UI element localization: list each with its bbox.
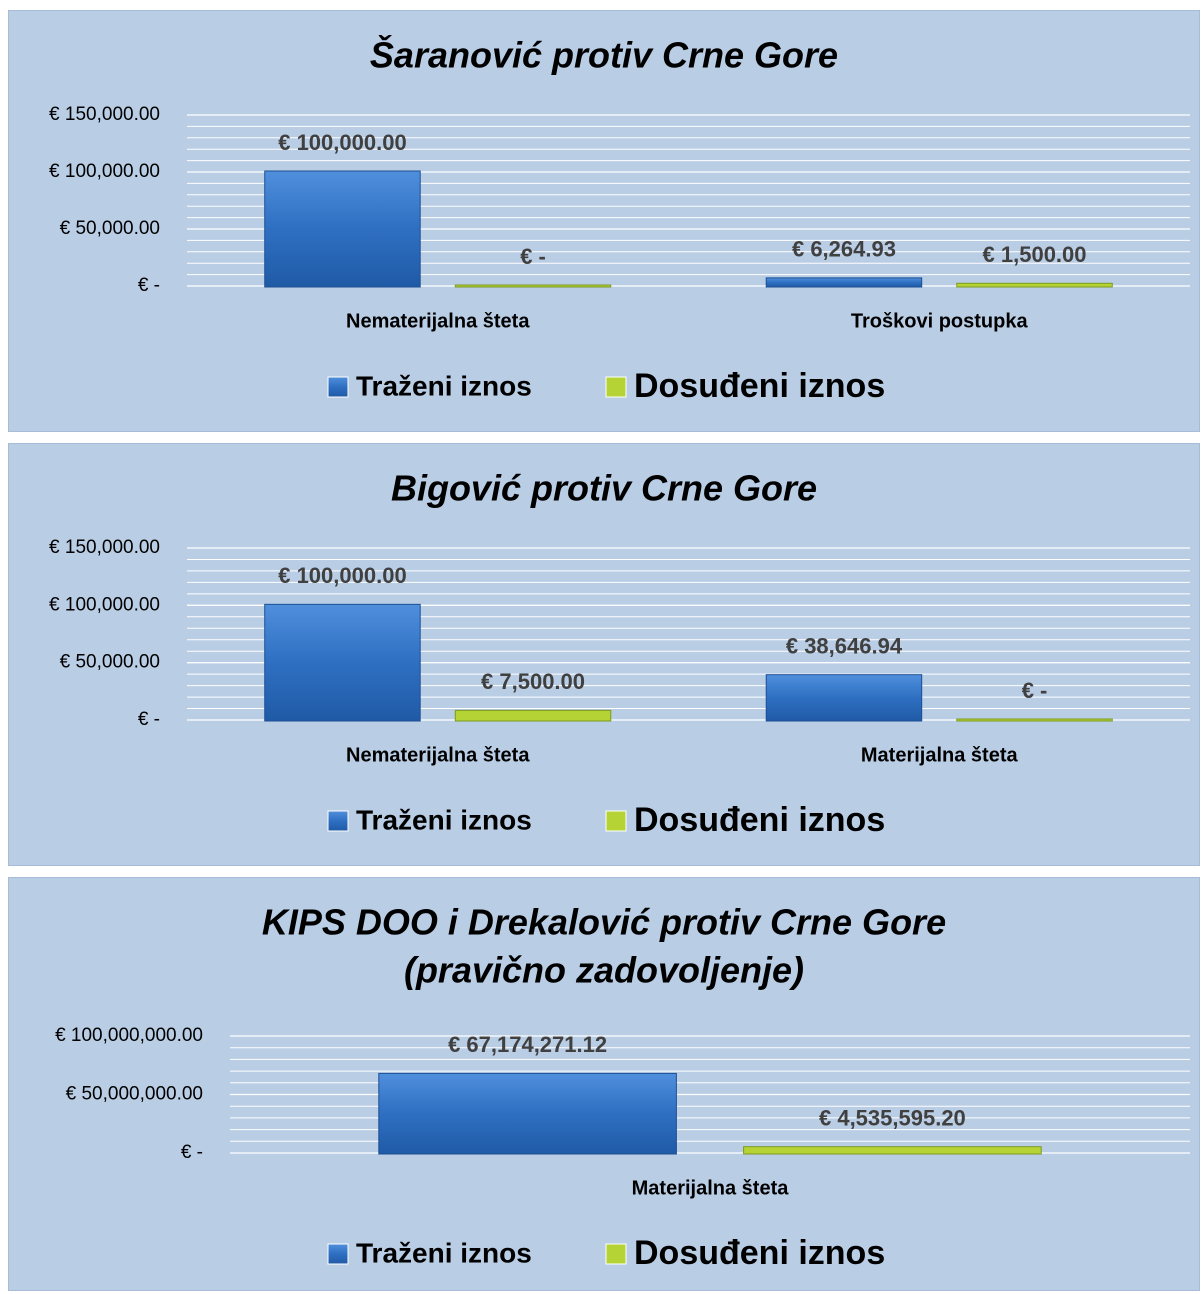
bar [765,674,923,722]
chart-title: (pravično zadovoljenje) [404,950,804,991]
legend-label: Dosuđeni iznos [634,1234,885,1272]
y-tick-label: € 100,000.00 [49,161,160,182]
legend-swatch [605,810,627,832]
bar [264,170,421,288]
y-tick-label: € 100,000,000.00 [55,1025,203,1046]
bar [765,277,923,288]
legend-label: Traženi iznos [356,370,532,401]
bar [454,284,612,288]
x-tick-label: Nematerijalna šteta [346,744,530,766]
legend-swatch [605,376,627,398]
x-tick-label: Troškovi postupka [851,310,1029,332]
data-label: € 38,646.94 [786,633,903,658]
bar [743,1146,1042,1155]
chart-title: KIPS DOO i Drekalović protiv Crne Gore [262,902,946,943]
data-label: € - [1022,678,1048,703]
y-tick-label: € 150,000.00 [49,104,160,125]
legend-swatch [327,1243,349,1265]
bar [264,603,421,722]
legend-swatch [605,1243,627,1265]
bar [454,709,612,722]
x-tick-label: Materijalna šteta [632,1177,790,1199]
y-tick-label: € 50,000,000.00 [66,1084,203,1105]
chart: KIPS DOO i Drekalović protiv Crne Gore (p… [8,877,1200,1291]
data-label: € - [520,244,546,269]
data-label: € 6,264.93 [792,237,896,262]
x-tick-label: Nematerijalna šteta [346,310,530,332]
legend-swatch [327,810,349,832]
data-label: € 100,000.00 [278,130,406,155]
legend-swatch [327,376,349,398]
legend-label: Traženi iznos [356,1237,532,1268]
y-tick-label: € 50,000.00 [60,218,160,239]
y-tick-label: € - [138,275,160,296]
y-tick-label: € 100,000.00 [49,594,160,615]
y-tick-label: € 150,000.00 [49,537,160,558]
bar [956,282,1113,288]
data-label: € 7,500.00 [481,669,585,694]
chart-title: Šaranović protiv Crne Gore [370,34,838,76]
data-label: € 4,535,595.20 [819,1106,966,1131]
chart: Šaranović protiv Crne Gore € - € 50,000.00… [8,10,1200,432]
chart: Bigović protiv Crne Gore € - € 50,000.00 € … [8,443,1200,866]
bar [378,1072,677,1155]
legend-label: Traženi iznos [356,804,532,835]
panel [8,443,1200,866]
chart-title: Bigović protiv Crne Gore [391,468,817,509]
x-tick-label: Materijalna šteta [861,744,1019,766]
y-tick-label: € - [181,1142,203,1163]
bar [956,718,1113,722]
legend-label: Dosuđeni iznos [634,367,885,405]
data-label: € 67,174,271.12 [448,1032,607,1057]
data-label: € 1,500.00 [983,242,1087,267]
y-tick-label: € - [138,709,160,730]
panel [8,10,1200,432]
y-tick-label: € 50,000.00 [60,652,160,673]
legend-label: Dosuđeni iznos [634,801,885,839]
data-label: € 100,000.00 [278,563,406,588]
